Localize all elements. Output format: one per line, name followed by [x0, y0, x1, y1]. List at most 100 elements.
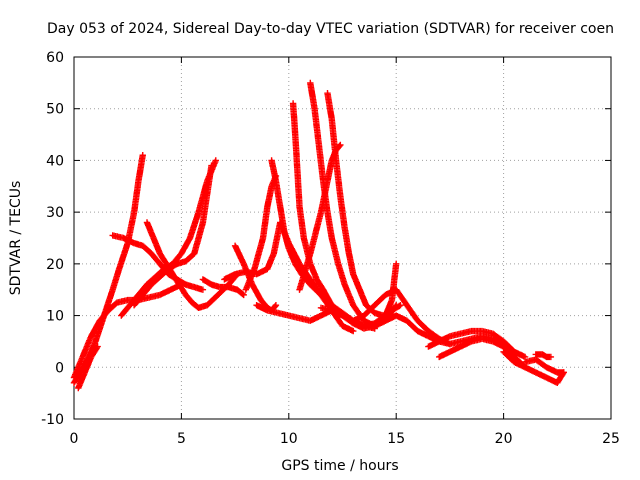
- data-mark: [135, 153, 146, 185]
- data-mark: [560, 369, 567, 376]
- data-mark: [249, 281, 264, 302]
- data-mark: [199, 286, 207, 293]
- data-mark: [109, 267, 122, 293]
- data-mark: [403, 317, 420, 334]
- data-mark: [199, 164, 215, 226]
- data-mark: [186, 210, 202, 242]
- y-tick-label: 20: [46, 257, 64, 273]
- series-arc-14: [289, 100, 389, 332]
- y-tick-label: 30: [46, 205, 64, 221]
- data-mark: [393, 286, 410, 308]
- data-mark: [143, 274, 158, 288]
- data-mark: [130, 292, 145, 309]
- data-mark: [204, 292, 220, 309]
- data-mark: [70, 355, 86, 381]
- data-mark: [500, 338, 517, 354]
- data-mark: [139, 152, 146, 159]
- series-arc-06: [130, 162, 215, 309]
- y-tick-label: -10: [41, 412, 64, 428]
- data-mark: [169, 271, 182, 287]
- series-arc-11: [242, 172, 280, 293]
- data-mark: [281, 229, 292, 251]
- series-arc-22: [436, 335, 507, 361]
- data-mark: [240, 291, 247, 299]
- data-mark: [328, 234, 341, 266]
- data-mark: [79, 334, 94, 361]
- data-mark: [176, 281, 189, 297]
- data-mark: [148, 250, 163, 266]
- data-mark: [307, 281, 324, 298]
- data-mark: [294, 167, 303, 209]
- data-mark: [332, 142, 343, 154]
- data-mark: [152, 266, 167, 280]
- data-mark: [532, 356, 549, 370]
- x-tick-label: 20: [495, 431, 513, 447]
- data-mark: [126, 292, 141, 309]
- data-mark: [115, 241, 131, 273]
- series-arc-05: [118, 157, 219, 319]
- data-mark: [148, 274, 162, 288]
- data-mark: [292, 131, 301, 173]
- data-mark: [178, 236, 193, 257]
- data-mark: [163, 260, 176, 277]
- y-tick-label: 40: [46, 153, 64, 169]
- x-tick-label: 25: [602, 431, 620, 447]
- x-tick-label: 0: [70, 431, 79, 447]
- data-mark: [264, 184, 275, 211]
- data-mark: [307, 210, 324, 257]
- data-mark: [388, 302, 403, 314]
- series-arc-24: [521, 356, 567, 376]
- data-mark: [94, 343, 101, 350]
- data-mark: [285, 245, 298, 266]
- data-mark: [88, 344, 100, 361]
- data-mark: [182, 291, 195, 305]
- x-axis-label: GPS time / hours: [281, 458, 398, 474]
- data-mark: [268, 157, 279, 183]
- data-mark: [143, 219, 157, 240]
- data-mark: [311, 105, 322, 147]
- data-mark: [75, 370, 88, 392]
- data-mark: [259, 205, 271, 242]
- data-mark: [88, 318, 103, 340]
- data-mark: [296, 203, 307, 240]
- axis-ticks: 0 5 10 15 20 25 -10 0 10 20 30 40 50 60: [41, 50, 620, 447]
- plot-frame: [73, 56, 612, 420]
- data-mark: [403, 302, 420, 323]
- data-mark: [320, 286, 335, 308]
- data-mark: [208, 162, 215, 169]
- data-mark: [130, 179, 142, 216]
- y-axis-label: SDTVAR / TECUs: [8, 181, 24, 296]
- y-tick-label: 0: [55, 360, 64, 376]
- data-mark: [212, 157, 219, 164]
- series-arc-17: [296, 141, 344, 293]
- data-mark: [414, 317, 431, 334]
- data-mark: [350, 327, 357, 335]
- data-mark: [182, 251, 197, 265]
- x-tick-label: 10: [280, 431, 298, 447]
- data-mark: [371, 292, 388, 309]
- data-mark: [292, 260, 305, 277]
- data-mark: [251, 236, 266, 273]
- data-mark: [296, 251, 313, 293]
- data-mark: [337, 141, 344, 149]
- data-mark: [150, 234, 163, 256]
- data-mark: [289, 100, 299, 137]
- chart-title: Day 053 of 2024, Sidereal Day-to-day VTE…: [47, 21, 614, 37]
- data-mark: [345, 250, 357, 276]
- series-arc-25: [532, 351, 555, 361]
- data-mark: [191, 220, 206, 257]
- data-mark: [324, 90, 335, 121]
- series-arc-08: [199, 276, 247, 299]
- data-mark: [272, 177, 284, 209]
- data-mark: [105, 300, 120, 314]
- data-mark: [96, 308, 111, 324]
- y-tick-label: 50: [46, 102, 64, 118]
- data-mark: [315, 141, 327, 183]
- data-mark: [231, 242, 247, 266]
- data-mark: [332, 157, 344, 199]
- data-mark: [81, 355, 94, 376]
- data-mark: [139, 282, 154, 299]
- x-tick-label: 15: [387, 431, 405, 447]
- data-mark: [272, 302, 280, 309]
